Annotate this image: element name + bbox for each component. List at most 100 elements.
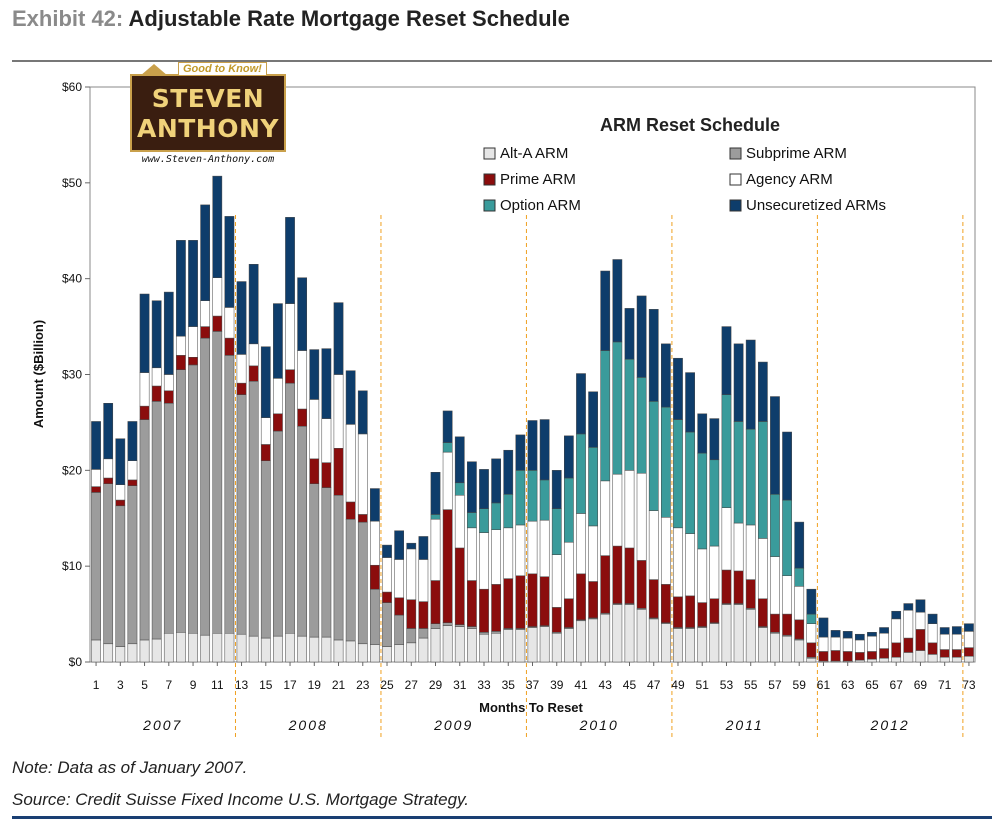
bar-segment-prime — [418, 601, 429, 629]
bar-segment-altA — [248, 635, 259, 663]
bar-segment-agency — [103, 458, 114, 479]
bar-segment-prime — [479, 588, 489, 633]
bar-segment-agency — [564, 541, 574, 600]
bar-segment-altA — [285, 633, 295, 663]
bar-segment-unsecuritized — [103, 403, 114, 460]
bar-segment-altA — [394, 644, 405, 663]
x-tick-label: 17 — [283, 678, 297, 692]
bar-segment-agency — [757, 538, 768, 600]
bar-segment-agency — [576, 513, 586, 575]
bar-segment-prime — [527, 573, 538, 627]
bar-segment-subprime — [321, 487, 332, 638]
bar-segment-altA — [576, 620, 586, 663]
bar-segment-subprime — [224, 355, 235, 634]
bar-segment-prime — [600, 555, 611, 614]
bar-segment-agency — [648, 510, 659, 580]
bar-segment-altA — [430, 628, 441, 663]
note-text: Note: Data as of January 2007. — [12, 758, 248, 777]
bar-segment-agency — [321, 418, 332, 463]
bar-segment-altA — [491, 633, 501, 663]
bar-segment-subprime — [273, 430, 283, 637]
x-tick-label: 7 — [165, 678, 172, 692]
bar-segment-unsecuritized — [248, 264, 259, 345]
bar-segment-unsecuritized — [867, 632, 877, 637]
bar-segment-subprime — [115, 505, 126, 647]
bar-segment-altA — [648, 618, 659, 663]
bar-segment-subprime — [285, 382, 295, 634]
bar-segment-option — [709, 459, 720, 547]
bar-segment-unsecuritized — [951, 626, 962, 635]
bar-segment-agency — [248, 343, 259, 367]
bar-segment-subprime — [406, 628, 417, 644]
x-tick-label: 19 — [308, 678, 322, 692]
bar-segment-prime — [115, 499, 126, 507]
x-tick-label: 39 — [550, 678, 564, 692]
bar-segment-subprime — [260, 460, 271, 639]
bar-segment-agency — [600, 480, 611, 556]
bar-segment-altA — [200, 634, 211, 663]
bar-segment-prime — [430, 580, 441, 624]
bar-segment-altA — [103, 643, 114, 663]
bar-segment-agency — [127, 460, 138, 481]
bar-segment-agency — [394, 559, 405, 599]
bar-segment-option — [806, 613, 817, 624]
bar-segment-unsecuritized — [309, 349, 320, 400]
bar-segment-prime — [721, 569, 732, 604]
x-tick-label: 13 — [235, 678, 249, 692]
bar-segment-subprime — [345, 518, 356, 642]
bar-segment-unsecuritized — [285, 217, 295, 304]
bar-segment-agency — [285, 303, 295, 370]
bar-segment-unsecuritized — [830, 630, 841, 638]
bar-segment-subprime — [127, 485, 138, 645]
bar-segment-prime — [794, 619, 805, 640]
bar-segment-agency — [842, 637, 853, 652]
bar-segment-agency — [661, 517, 671, 585]
bar-segment-prime — [951, 649, 962, 658]
x-tick-label: 51 — [696, 678, 710, 692]
bar-segment-altA — [176, 632, 186, 663]
year-label: 2008 — [288, 717, 328, 733]
legend-swatch-option — [483, 199, 496, 212]
year-labels: 2007 2008 2009 2010 2011 2012 — [142, 717, 910, 733]
bar-segment-prime — [491, 584, 501, 632]
legend-label: Prime ARM — [500, 171, 576, 188]
bar-segment-prime — [297, 408, 308, 427]
bar-segment-unsecuritized — [551, 470, 562, 509]
bar-segment-agency — [139, 372, 150, 407]
y-tick-label: $10 — [62, 559, 82, 573]
bar-segment-agency — [854, 639, 865, 653]
x-tick-label: 47 — [647, 678, 661, 692]
bar-segment-subprime — [163, 403, 174, 634]
bar-segment-option — [794, 567, 805, 587]
bar-segment-altA — [564, 628, 574, 663]
bar-segment-option — [733, 421, 744, 524]
bar-segment-prime — [709, 598, 720, 623]
bar-segment-altA — [951, 656, 962, 663]
bar-segment-agency — [782, 575, 792, 615]
y-tick-label: $20 — [62, 463, 82, 477]
bar-segment-agency — [770, 556, 780, 615]
bar-segment-unsecuritized — [357, 390, 368, 435]
bar-segment-prime — [176, 355, 186, 370]
bar-segment-altA — [891, 656, 902, 663]
bar-segment-unsecuritized — [745, 339, 756, 430]
x-tick-label: 37 — [526, 678, 540, 692]
bar-segment-prime — [394, 597, 405, 616]
bar-segment-unsecuritized — [163, 291, 174, 375]
year-label: 2012 — [870, 717, 910, 733]
bar-segment-altA — [527, 627, 538, 663]
bar-segment-option — [648, 401, 659, 511]
bar-segment-prime — [357, 514, 368, 523]
bar-segment-unsecuritized — [273, 303, 283, 379]
bar-segment-unsecuritized — [515, 434, 526, 471]
x-tick-label: 59 — [793, 678, 807, 692]
y-tick-label: $60 — [62, 80, 82, 94]
logo-plaque: STEVEN ANTHONY — [130, 74, 286, 152]
bar-segment-prime — [91, 486, 101, 493]
bar-segment-unsecuritized — [927, 613, 938, 624]
legend-label: Alt-A ARM — [500, 145, 568, 162]
bar-segment-altA — [139, 639, 150, 663]
bar-segment-prime — [539, 576, 550, 626]
bar-segment-altA — [551, 633, 562, 663]
bar-segment-altA — [406, 642, 417, 663]
